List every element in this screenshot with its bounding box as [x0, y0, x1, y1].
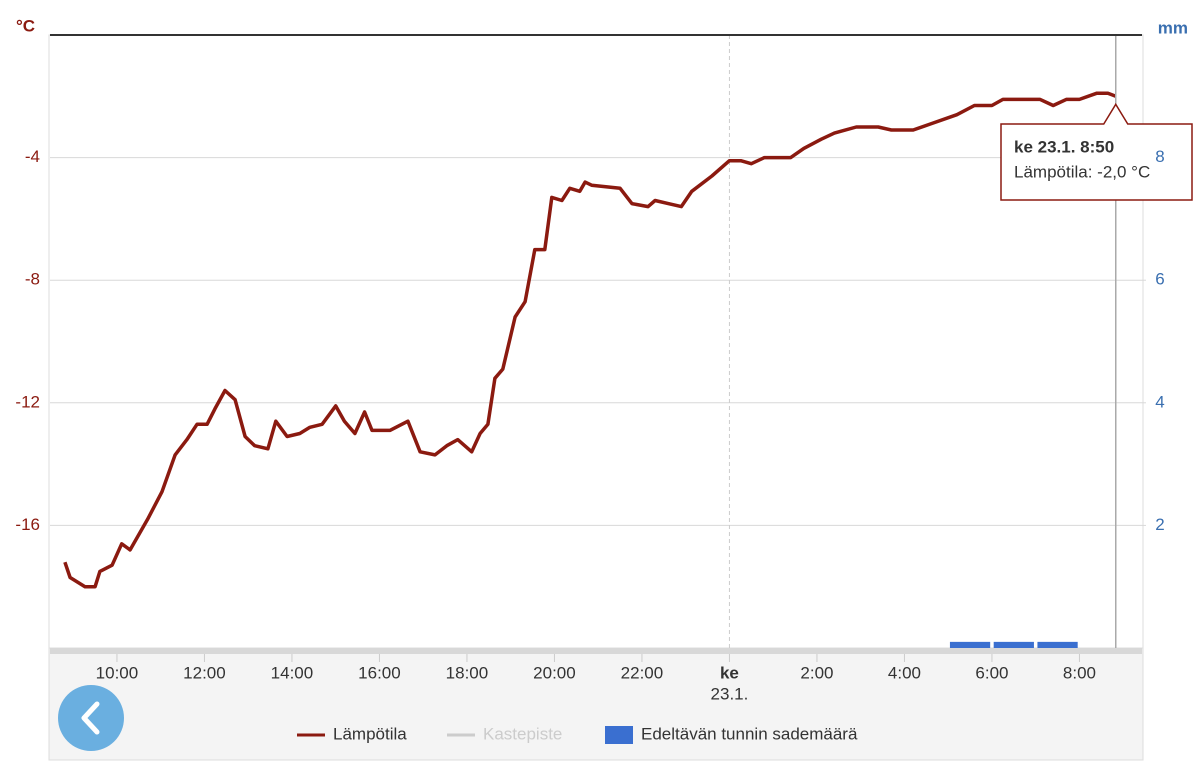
x-tick-label: 12:00: [183, 663, 226, 682]
precipitation-bar: [949, 641, 991, 648]
x-tick-label: 22:00: [621, 663, 664, 682]
scrollbar: [50, 648, 1142, 654]
x-tick-label: ke: [720, 663, 739, 682]
x-tick-label: 4:00: [888, 663, 921, 682]
precipitation-bar: [1037, 641, 1078, 648]
x-tick-label: 6:00: [975, 663, 1008, 682]
y2-tick-label: 6: [1155, 270, 1164, 289]
back-button-circle[interactable]: [58, 685, 124, 751]
tooltip-title: ke 23.1. 8:50: [1014, 137, 1114, 156]
tooltip-box: [1000, 102, 1193, 201]
y2-tick-label: 2: [1155, 515, 1164, 534]
x-tick-label: 20:00: [533, 663, 576, 682]
tooltip: ke 23.1. 8:50 Lämpötila: -2,0 °C: [1000, 102, 1193, 201]
back-chevron[interactable]: [81, 701, 100, 735]
temperature-line: [63, 91, 1117, 589]
y-tick-label: -16: [15, 515, 40, 534]
x-tick-label: 16:00: [358, 663, 401, 682]
precipitation-bar: [993, 641, 1034, 648]
x-tick-label: 14:00: [271, 663, 314, 682]
y2-tick-label: 4: [1155, 392, 1164, 411]
y-tick-label: -8: [25, 270, 40, 289]
tooltip-text: Lämpötila: -2,0 °C: [1014, 162, 1150, 181]
y-unit: °C: [16, 16, 35, 35]
legend-label: Lämpötila: [333, 724, 407, 743]
legend: Lämpötila Kastepiste Edeltävän tunnin sade…: [297, 724, 858, 744]
y2-tick-label: 8: [1155, 147, 1164, 166]
x-tick-sublabel: 23.1.: [711, 684, 749, 703]
y-tick-label: -12: [15, 392, 40, 411]
x-tick-label: 10:00: [96, 663, 139, 682]
y2-unit: mm: [1158, 18, 1188, 37]
x-tick-label: 18:00: [446, 663, 489, 682]
y-tick-label: -4: [25, 147, 40, 166]
legend-label: Edeltävän tunnin sademäärä: [641, 724, 858, 743]
back-button[interactable]: [58, 685, 124, 751]
legend-swatch: [605, 726, 633, 744]
legend-label: Kastepiste: [483, 724, 562, 743]
grid: [50, 35, 1146, 662]
navigator-panel: [48, 647, 1144, 761]
x-tick-label: 2:00: [800, 663, 833, 682]
x-tick-label: 8:00: [1063, 663, 1096, 682]
